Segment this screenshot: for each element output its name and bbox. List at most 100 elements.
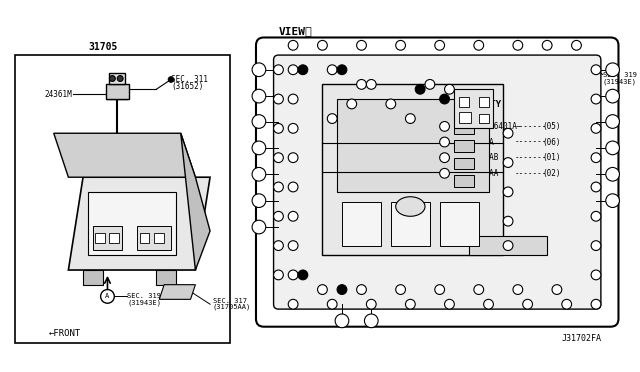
Text: c: c bbox=[257, 119, 261, 125]
Circle shape bbox=[356, 285, 366, 295]
Circle shape bbox=[591, 65, 601, 75]
FancyBboxPatch shape bbox=[273, 55, 601, 309]
Circle shape bbox=[513, 285, 523, 295]
Text: b: b bbox=[257, 93, 261, 99]
Text: VIEWⒶ: VIEWⒶ bbox=[278, 26, 312, 36]
Text: -------: ------- bbox=[515, 122, 547, 131]
Bar bbox=[15, 55, 230, 343]
Circle shape bbox=[288, 41, 298, 50]
Circle shape bbox=[406, 114, 415, 124]
Circle shape bbox=[440, 169, 449, 178]
Bar bbox=[460, 112, 471, 124]
Circle shape bbox=[406, 299, 415, 309]
Circle shape bbox=[366, 80, 376, 89]
Circle shape bbox=[440, 94, 449, 104]
Text: d: d bbox=[369, 318, 373, 324]
Text: A: A bbox=[106, 294, 109, 299]
Circle shape bbox=[252, 115, 266, 128]
Circle shape bbox=[288, 94, 298, 104]
Text: e: e bbox=[611, 145, 615, 151]
Circle shape bbox=[273, 241, 284, 250]
Circle shape bbox=[109, 76, 115, 81]
Text: -------: ------- bbox=[515, 153, 547, 162]
Circle shape bbox=[288, 65, 298, 75]
Text: (31652): (31652) bbox=[171, 82, 204, 91]
Circle shape bbox=[503, 241, 513, 250]
Circle shape bbox=[606, 194, 620, 208]
Circle shape bbox=[386, 99, 396, 109]
Bar bbox=[323, 84, 503, 255]
Circle shape bbox=[484, 299, 493, 309]
Bar bbox=[479, 97, 488, 107]
Circle shape bbox=[364, 314, 378, 328]
FancyBboxPatch shape bbox=[256, 38, 618, 327]
Text: SEC. 311: SEC. 311 bbox=[171, 75, 208, 84]
Circle shape bbox=[335, 314, 349, 328]
Text: a: a bbox=[611, 198, 615, 203]
Bar bbox=[140, 233, 150, 243]
Circle shape bbox=[288, 124, 298, 133]
Text: (06): (06) bbox=[542, 138, 561, 147]
Circle shape bbox=[273, 153, 284, 163]
Circle shape bbox=[606, 63, 620, 77]
Circle shape bbox=[252, 194, 266, 208]
Bar bbox=[93, 226, 122, 250]
Text: ----: ---- bbox=[451, 122, 469, 131]
Ellipse shape bbox=[396, 197, 425, 216]
Circle shape bbox=[435, 41, 445, 50]
Text: 24361M: 24361M bbox=[44, 90, 72, 99]
Circle shape bbox=[552, 285, 562, 295]
Circle shape bbox=[503, 128, 513, 138]
Bar bbox=[88, 192, 176, 255]
Text: ←FRONT: ←FRONT bbox=[49, 329, 81, 338]
Text: ⓔ: ⓔ bbox=[443, 170, 447, 176]
Polygon shape bbox=[469, 236, 547, 255]
Text: Ⓒ: Ⓒ bbox=[443, 139, 447, 145]
Bar bbox=[479, 114, 488, 124]
Circle shape bbox=[298, 65, 308, 75]
Circle shape bbox=[440, 137, 449, 147]
Circle shape bbox=[591, 270, 601, 280]
Text: c: c bbox=[340, 318, 344, 324]
Text: (02): (02) bbox=[542, 169, 561, 178]
Circle shape bbox=[591, 94, 601, 104]
Bar bbox=[337, 99, 488, 192]
Circle shape bbox=[562, 299, 572, 309]
Bar bbox=[109, 233, 119, 243]
Text: c: c bbox=[257, 145, 261, 151]
Text: (31943E): (31943E) bbox=[127, 299, 161, 305]
Circle shape bbox=[606, 89, 620, 103]
Circle shape bbox=[337, 285, 347, 295]
Circle shape bbox=[415, 84, 425, 94]
Text: J31702FA: J31702FA bbox=[562, 334, 602, 343]
Bar bbox=[342, 202, 381, 246]
Polygon shape bbox=[68, 177, 210, 270]
Circle shape bbox=[337, 65, 347, 75]
Circle shape bbox=[273, 182, 284, 192]
Text: 31705AA: 31705AA bbox=[466, 169, 499, 178]
Text: 31705AB: 31705AB bbox=[466, 153, 499, 162]
Text: 31050A: 31050A bbox=[466, 138, 494, 147]
Text: e: e bbox=[611, 119, 615, 125]
Circle shape bbox=[445, 299, 454, 309]
Text: e: e bbox=[611, 93, 615, 99]
Circle shape bbox=[288, 211, 298, 221]
Circle shape bbox=[117, 76, 123, 81]
Bar bbox=[440, 202, 479, 246]
Circle shape bbox=[366, 299, 376, 309]
Text: (31705AA): (31705AA) bbox=[213, 304, 252, 310]
Circle shape bbox=[513, 41, 523, 50]
Circle shape bbox=[440, 153, 449, 163]
Circle shape bbox=[425, 80, 435, 89]
Bar bbox=[83, 270, 102, 285]
Circle shape bbox=[606, 141, 620, 155]
Text: 081A0-6401A-: 081A0-6401A- bbox=[466, 122, 522, 131]
Circle shape bbox=[606, 167, 620, 181]
Circle shape bbox=[503, 216, 513, 226]
Polygon shape bbox=[180, 133, 210, 270]
Circle shape bbox=[591, 299, 601, 309]
Circle shape bbox=[396, 41, 406, 50]
Circle shape bbox=[435, 285, 445, 295]
Text: SEC. 319: SEC. 319 bbox=[603, 72, 637, 78]
Circle shape bbox=[327, 299, 337, 309]
